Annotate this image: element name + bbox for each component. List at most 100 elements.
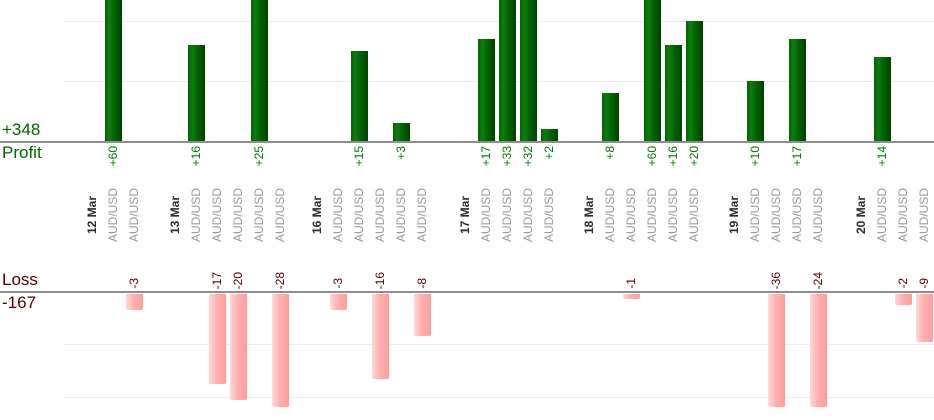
trade-column: AUD/USD +60: [103, 0, 124, 420]
category-date-label: 12 Mar: [85, 195, 99, 235]
category-date-label: 16 Mar: [310, 195, 324, 235]
profit-bar: [187, 45, 205, 141]
profit-value-label: +8: [603, 146, 617, 160]
profit-value-label: +25: [252, 146, 266, 167]
loss-bar: [271, 294, 289, 407]
trade-symbol-label: AUD/USD: [666, 187, 680, 243]
trade-column: AUD/USD +17: [476, 0, 497, 420]
trade-column: AUD/USD +17: [787, 0, 808, 420]
gridline: [63, 344, 934, 345]
profit-value-label: +60: [645, 146, 659, 167]
category-date-label: 19 Mar: [727, 195, 741, 235]
profit-axis-line: [0, 141, 934, 143]
trade-column: AUD/USD -3: [124, 0, 145, 420]
profit-value-label: +17: [479, 146, 493, 167]
loss-bar: [208, 294, 226, 384]
date-column: 17 Mar: [455, 0, 476, 420]
trade-column: AUD/USD +16: [186, 0, 207, 420]
trade-symbol-label: AUD/USD: [896, 187, 910, 243]
loss-total-label: -167: [2, 293, 37, 312]
loss-value-label: -8: [415, 278, 429, 289]
profit-axis-title: Profit: [2, 143, 42, 162]
profit-bar: [477, 39, 495, 141]
loss-bar: [622, 294, 640, 299]
profit-bar: [519, 0, 537, 141]
trade-column: AUD/USD +16: [663, 0, 684, 420]
profit-bar: [788, 39, 806, 141]
category-date-label: 17 Mar: [458, 195, 472, 235]
trade-column: AUD/USD -28: [270, 0, 291, 420]
profit-value-label: +32: [521, 146, 535, 167]
trade-symbol-label: AUD/USD: [127, 187, 141, 243]
trade-symbol-label: AUD/USD: [521, 187, 535, 243]
trade-symbol-label: AUD/USD: [106, 187, 120, 243]
trade-column: AUD/USD -20: [228, 0, 249, 420]
profit-value-label: +60: [106, 146, 120, 167]
profit-bar: [498, 0, 516, 141]
loss-value-label: -16: [373, 271, 387, 289]
loss-bar: [767, 294, 785, 407]
date-column: 16 Mar: [307, 0, 328, 420]
profit-bar: [104, 0, 122, 141]
date-column: 18 Mar: [579, 0, 600, 420]
profit-value-label: +16: [666, 146, 680, 167]
trade-column: AUD/USD +25: [249, 0, 270, 420]
date-column: 19 Mar: [724, 0, 745, 420]
trade-column: AUD/USD +15: [349, 0, 370, 420]
trade-symbol-label: AUD/USD: [811, 187, 825, 243]
profit-value-label: +3: [394, 146, 408, 160]
trade-column: AUD/USD +60: [642, 0, 663, 420]
trade-symbol-label: AUD/USD: [210, 187, 224, 243]
trade-column: AUD/USD -24: [808, 0, 829, 420]
trade-symbol-label: AUD/USD: [189, 187, 203, 243]
loss-bar: [894, 294, 912, 305]
profit-bar: [746, 81, 764, 141]
profit-value-label: +20: [687, 146, 701, 167]
trade-column: AUD/USD -9: [914, 0, 934, 420]
loss-value-label: -3: [127, 278, 141, 289]
profit-value-label: +15: [352, 146, 366, 167]
category-date-label: 13 Mar: [168, 195, 182, 235]
profit-value-label: +16: [189, 146, 203, 167]
trade-symbol-label: AUD/USD: [273, 187, 287, 243]
category-date-label: 18 Mar: [582, 195, 596, 235]
trade-column: AUD/USD +14: [872, 0, 893, 420]
loss-bar: [329, 294, 347, 310]
loss-value-label: -17: [210, 271, 224, 289]
trade-column: AUD/USD +33: [497, 0, 518, 420]
trade-symbol-label: AUD/USD: [645, 187, 659, 243]
trade-symbol-label: AUD/USD: [917, 187, 931, 243]
trade-symbol-label: AUD/USD: [352, 187, 366, 243]
date-column: 12 Mar: [82, 0, 103, 420]
profit-bar: [250, 0, 268, 141]
trade-column: AUD/USD +32: [518, 0, 539, 420]
loss-axis-title: Loss: [2, 270, 38, 289]
loss-value-label: -28: [273, 271, 287, 289]
profit-bar: [350, 51, 368, 141]
trade-symbol-label: AUD/USD: [624, 187, 638, 243]
profit-total-label: +348: [2, 120, 41, 139]
profit-bar: [873, 57, 891, 141]
trade-symbol-label: AUD/USD: [875, 187, 889, 243]
date-column: 20 Mar: [851, 0, 872, 420]
loss-value-label: -24: [811, 271, 825, 289]
loss-value-label: -36: [769, 271, 783, 289]
profit-value-label: +10: [748, 146, 762, 167]
trade-column: AUD/USD -2: [893, 0, 914, 420]
trade-symbol-label: AUD/USD: [748, 187, 762, 243]
trade-column: AUD/USD +8: [600, 0, 621, 420]
profit-bar: [685, 21, 703, 141]
category-date-label: 20 Mar: [854, 195, 868, 235]
trade-symbol-label: AUD/USD: [603, 187, 617, 243]
profit-bar: [601, 93, 619, 141]
loss-value-label: -20: [231, 271, 245, 289]
loss-value-label: -9: [917, 278, 931, 289]
trade-symbol-label: AUD/USD: [394, 187, 408, 243]
trade-symbol-label: AUD/USD: [542, 187, 556, 243]
trade-column: AUD/USD -17: [207, 0, 228, 420]
loss-value-label: -2: [896, 278, 910, 289]
loss-axis-line: [0, 291, 934, 293]
trade-symbol-label: AUD/USD: [415, 187, 429, 243]
trade-symbol-label: AUD/USD: [790, 187, 804, 243]
loss-bar: [371, 294, 389, 379]
